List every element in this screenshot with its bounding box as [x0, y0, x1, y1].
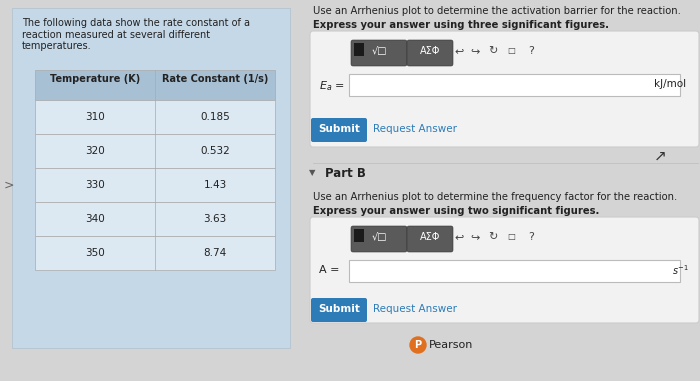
- Text: 320: 320: [85, 146, 105, 156]
- Text: ▼: ▼: [309, 168, 316, 177]
- Text: P: P: [414, 340, 421, 350]
- Text: 0.532: 0.532: [200, 146, 230, 156]
- Text: □: □: [507, 232, 515, 241]
- Text: Request Answer: Request Answer: [373, 124, 457, 134]
- Text: ↻: ↻: [489, 232, 498, 242]
- Text: Use an Arrhenius plot to determine the activation barrier for the reaction.: Use an Arrhenius plot to determine the a…: [313, 6, 681, 16]
- Text: 330: 330: [85, 180, 105, 190]
- Text: Submit: Submit: [318, 304, 360, 314]
- FancyBboxPatch shape: [351, 226, 407, 252]
- Text: ↪: ↪: [470, 232, 480, 242]
- Text: ?: ?: [528, 232, 534, 242]
- Text: 310: 310: [85, 112, 105, 122]
- Bar: [349, 260, 680, 282]
- Text: ↪: ↪: [470, 46, 480, 56]
- Text: 0.185: 0.185: [200, 112, 230, 122]
- FancyBboxPatch shape: [407, 226, 453, 252]
- Text: A =: A =: [319, 265, 339, 275]
- Text: Express your answer using three significant figures.: Express your answer using three signific…: [313, 20, 609, 30]
- FancyBboxPatch shape: [351, 40, 407, 66]
- Text: Request Answer: Request Answer: [373, 304, 457, 314]
- Text: 340: 340: [85, 214, 105, 224]
- Text: >: >: [4, 179, 15, 192]
- Text: Use an Arrhenius plot to determine the frequency factor for the reaction.: Use an Arrhenius plot to determine the f…: [313, 192, 678, 202]
- Text: 8.74: 8.74: [204, 248, 227, 258]
- Text: 3.63: 3.63: [204, 214, 227, 224]
- Text: ↗: ↗: [654, 149, 666, 163]
- Text: ↩: ↩: [454, 46, 463, 56]
- FancyBboxPatch shape: [311, 118, 367, 142]
- Text: ↩: ↩: [454, 232, 463, 242]
- Bar: [354, 229, 364, 242]
- Text: √□: √□: [371, 232, 386, 242]
- Text: Part B: Part B: [325, 167, 366, 180]
- Text: Pearson: Pearson: [429, 340, 473, 350]
- Bar: [35, 100, 275, 134]
- Text: AΣΦ: AΣΦ: [420, 232, 440, 242]
- Text: □: □: [507, 46, 515, 55]
- FancyBboxPatch shape: [310, 31, 699, 147]
- Text: Rate Constant (1/s): Rate Constant (1/s): [162, 74, 268, 84]
- FancyBboxPatch shape: [311, 298, 367, 322]
- Bar: [35, 202, 275, 236]
- Circle shape: [410, 337, 426, 353]
- Text: AΣΦ: AΣΦ: [420, 46, 440, 56]
- Bar: [35, 236, 275, 270]
- Text: ↻: ↻: [489, 46, 498, 56]
- Bar: [349, 74, 680, 96]
- Text: Temperature (K): Temperature (K): [50, 74, 140, 84]
- Text: Express your answer using two significant figures.: Express your answer using two significan…: [313, 206, 599, 216]
- Text: The following data show the rate constant of a
reaction measured at several diff: The following data show the rate constan…: [22, 18, 250, 51]
- Text: $s^{-1}$: $s^{-1}$: [672, 263, 689, 277]
- Text: ?: ?: [528, 46, 534, 56]
- FancyBboxPatch shape: [407, 40, 453, 66]
- Bar: [35, 134, 275, 168]
- Text: 1.43: 1.43: [204, 180, 227, 190]
- Text: 350: 350: [85, 248, 105, 258]
- Text: Submit: Submit: [318, 124, 360, 134]
- Bar: [12, 8, 290, 348]
- FancyBboxPatch shape: [310, 217, 699, 323]
- Text: kJ/mol: kJ/mol: [654, 79, 686, 89]
- Text: $E_a$ =: $E_a$ =: [319, 79, 345, 93]
- Bar: [354, 43, 364, 56]
- Bar: [35, 168, 275, 202]
- Text: √□: √□: [371, 46, 386, 56]
- Bar: [35, 70, 275, 100]
